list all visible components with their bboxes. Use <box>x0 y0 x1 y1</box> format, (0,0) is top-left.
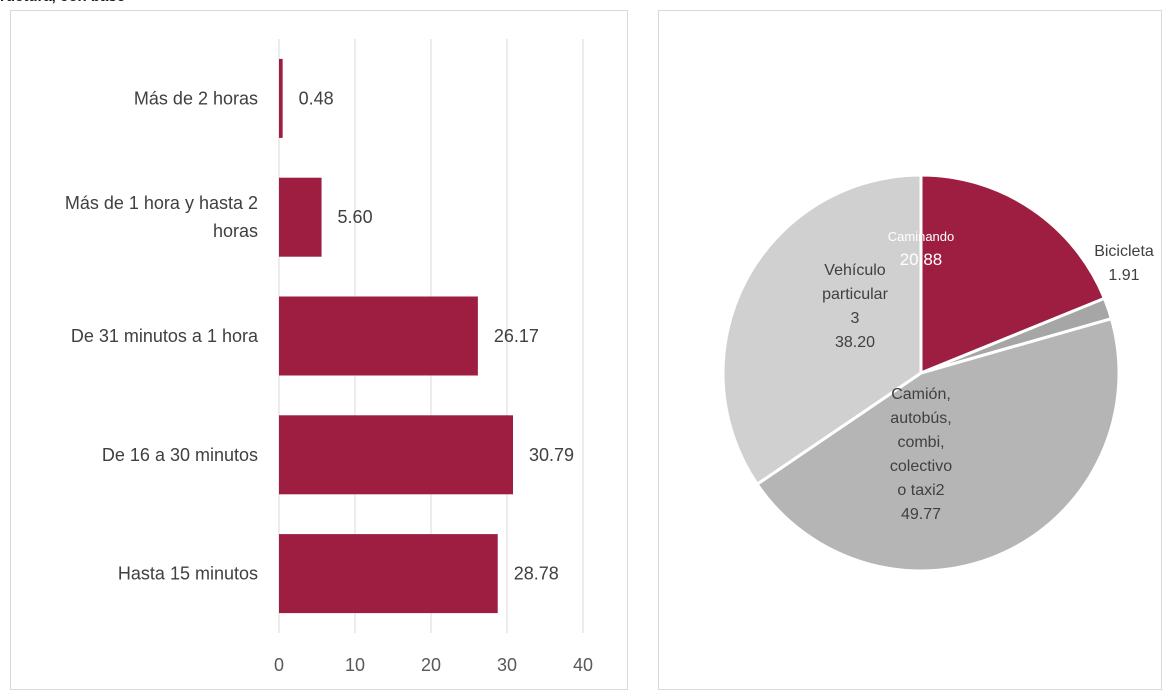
data-label: 28.78 <box>514 564 559 584</box>
x-tick-label: 30 <box>497 655 517 675</box>
slice-label: Caminando 20.88 <box>888 229 955 269</box>
pie-slice <box>755 316 1121 573</box>
x-tick-label: 10 <box>345 655 365 675</box>
pie-chart-panel: Caminando 20.88 Bicicleta 1.91 Camión, autobú… <box>658 10 1162 690</box>
data-label: 30.79 <box>529 445 574 465</box>
bar <box>279 58 283 138</box>
bar-chart: 0 10 20 30 40 Más de 2 horas 0.48 Más de 1 hora… <box>65 39 593 675</box>
data-label: 26.17 <box>494 326 539 346</box>
category-label: Más de 1 hora y hasta 2 horas <box>65 193 258 241</box>
category-label: De 31 minutos a 1 hora <box>71 326 259 346</box>
category-label: Más de 2 horas <box>134 88 258 108</box>
category-label: Hasta 15 minutos <box>118 564 258 584</box>
pie-slice <box>721 173 923 487</box>
data-label: 0.48 <box>299 88 334 108</box>
bar <box>279 177 322 257</box>
bar <box>279 296 478 376</box>
category-label: De 16 a 30 minutos <box>102 445 258 465</box>
pie-chart: Caminando 20.88 Bicicleta 1.91 Camión, autobú… <box>721 173 1154 573</box>
data-label: 5.60 <box>338 207 373 227</box>
slice-label: Camión, autobús, combi, colectivo o taxi2 49.… <box>890 386 952 523</box>
x-tick-label: 0 <box>274 655 284 675</box>
bar <box>279 415 514 495</box>
bar <box>279 534 498 614</box>
x-tick-label: 20 <box>421 655 441 675</box>
header-fragment: ructura, con base <box>0 0 125 8</box>
slice-label: Vehículo particular 3 38.20 <box>822 262 888 351</box>
pie-slice <box>919 173 1107 376</box>
x-tick-label: 40 <box>573 655 593 675</box>
slice-label: Bicicleta 1.91 <box>1094 243 1154 284</box>
bar-chart-panel: 0 10 20 30 40 Más de 2 horas 0.48 Más de 1 hora… <box>10 10 628 690</box>
